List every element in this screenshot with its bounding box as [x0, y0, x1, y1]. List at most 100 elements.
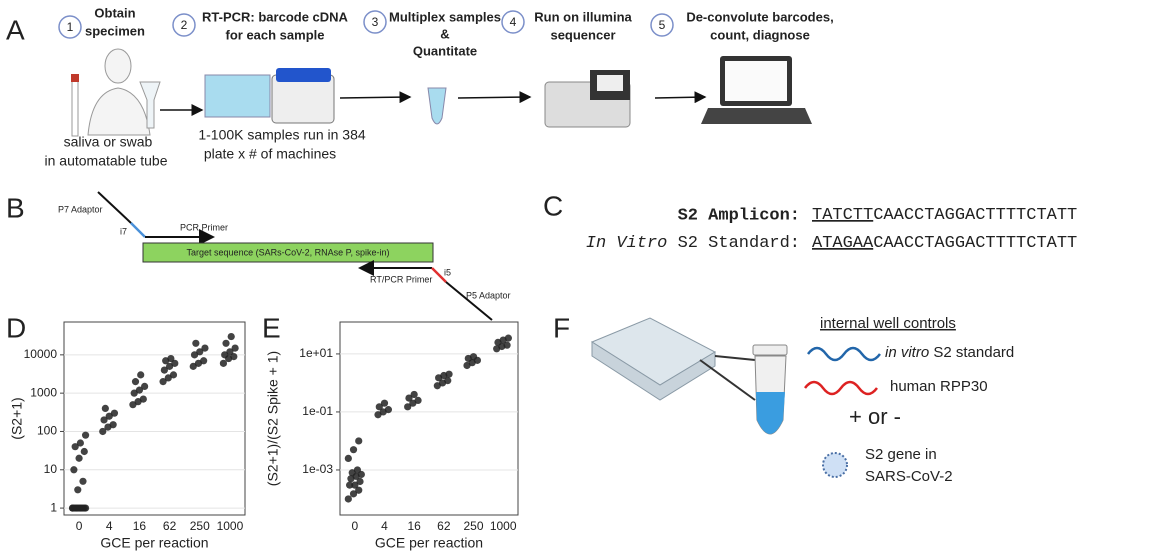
x-axis-label: GCE per reaction: [100, 535, 208, 551]
point: [159, 378, 167, 386]
label: P5 Adaptor: [466, 290, 511, 300]
point: [230, 352, 238, 361]
step-circle: [501, 10, 525, 34]
point: [171, 359, 179, 367]
point: [200, 357, 208, 365]
tube-icon: [427, 87, 447, 125]
step-label: De-convolute barcodes,: [686, 9, 833, 24]
point: [80, 447, 88, 456]
point: [503, 341, 511, 349]
step-number: 4: [510, 15, 517, 29]
barcode: TATCTT: [812, 206, 873, 225]
step-label: specimen: [85, 23, 145, 38]
point: [135, 386, 144, 394]
x-tick-label: 250: [190, 519, 210, 533]
note: 1-100K samples run in 384: [198, 127, 366, 143]
y-tick-label: 1000: [30, 385, 57, 399]
step-label: count, diagnose: [710, 27, 810, 42]
x-tick-label: 62: [163, 519, 177, 533]
sequence-rest: CAACCTAGGACTTTTCTATT: [873, 234, 1077, 253]
note: saliva or swab: [64, 134, 153, 150]
step-number: 1: [67, 20, 74, 34]
point: [355, 486, 363, 494]
controls-title: internal well controls: [820, 315, 956, 332]
point: [100, 416, 108, 424]
point: [130, 389, 138, 397]
point: [231, 344, 239, 352]
plate-icon: [204, 68, 335, 124]
x-tick-label: 4: [106, 519, 113, 533]
x-tick-label: 250: [463, 519, 483, 533]
point: [169, 371, 178, 379]
step-circle: [58, 15, 82, 39]
point: [344, 495, 352, 503]
point: [227, 332, 235, 341]
control-or: + or -: [849, 404, 901, 429]
step-number: 5: [659, 18, 666, 32]
step-circle: [172, 13, 196, 37]
control-item: S2 gene in: [865, 446, 937, 463]
target-box: [142, 242, 434, 263]
laptop-icon: [701, 56, 812, 124]
y-tick-label: 1e-03: [302, 462, 333, 476]
point: [167, 354, 175, 363]
point: [192, 339, 200, 347]
arrow: [654, 91, 707, 104]
point: [137, 371, 145, 379]
x-tick-label: 4: [381, 519, 388, 533]
step-circle: [363, 10, 387, 34]
point: [105, 412, 113, 420]
step-label: Run on illumina: [534, 9, 632, 24]
arrow: [457, 91, 532, 104]
adaptor-line: [97, 191, 132, 224]
y-tick-label: 1e+01: [299, 346, 333, 360]
panel-letter: A: [6, 14, 25, 45]
y-tick-label: 1: [50, 500, 57, 514]
point: [404, 403, 412, 411]
sequencer-icon: [544, 70, 631, 128]
panel-letter: B: [6, 192, 25, 223]
note: in automatable tube: [45, 153, 168, 169]
label: i5: [444, 267, 451, 277]
point: [445, 370, 453, 378]
step-label: RT-PCR: barcode cDNA: [202, 9, 349, 24]
y-axis-label: (S2+1)/(S2 Spike + 1): [265, 351, 281, 486]
point: [160, 366, 168, 374]
point: [375, 403, 383, 411]
barcode: ATAGAA: [812, 234, 874, 253]
point: [110, 409, 119, 417]
person-icon: [71, 48, 161, 137]
point: [101, 404, 109, 413]
x-tick-label: 16: [407, 519, 421, 533]
point: [81, 431, 90, 439]
step-label: Multiplex samples: [389, 9, 501, 24]
label: RT/PCR Primer: [370, 274, 432, 284]
x-tick-label: 62: [437, 519, 451, 533]
panel-letter: F: [553, 312, 570, 343]
step-circle: [650, 13, 674, 37]
label: Target sequence (SARs-CoV-2, RNAse P, sp…: [187, 247, 390, 257]
point: [405, 394, 413, 402]
sequence-rest: CAACCTAGGACTTTTCTATT: [873, 206, 1077, 225]
point: [356, 477, 364, 486]
point: [79, 477, 87, 485]
panel-letter: C: [543, 190, 563, 221]
sequence: TATCTTCAACCTAGGACTTTTCTATT: [812, 206, 1077, 225]
step-label: Obtain: [94, 5, 135, 20]
sequence: ATAGAACAACCTAGGACTTTTCTATT: [812, 234, 1077, 253]
step-label: sequencer: [550, 27, 615, 42]
label: PCR Primer: [180, 222, 228, 232]
point: [221, 351, 229, 359]
seq-label-italic: In Vitro: [586, 234, 668, 253]
point: [226, 348, 234, 356]
point: [219, 359, 228, 367]
point: [68, 504, 77, 512]
y-axis-label: (S2+1): [9, 397, 25, 439]
point: [469, 353, 478, 361]
y-tick-label: 1e-01: [302, 404, 333, 418]
point: [164, 374, 172, 382]
panel-letter: D: [6, 312, 26, 343]
point: [414, 396, 422, 404]
point: [349, 446, 358, 454]
point: [504, 334, 512, 342]
